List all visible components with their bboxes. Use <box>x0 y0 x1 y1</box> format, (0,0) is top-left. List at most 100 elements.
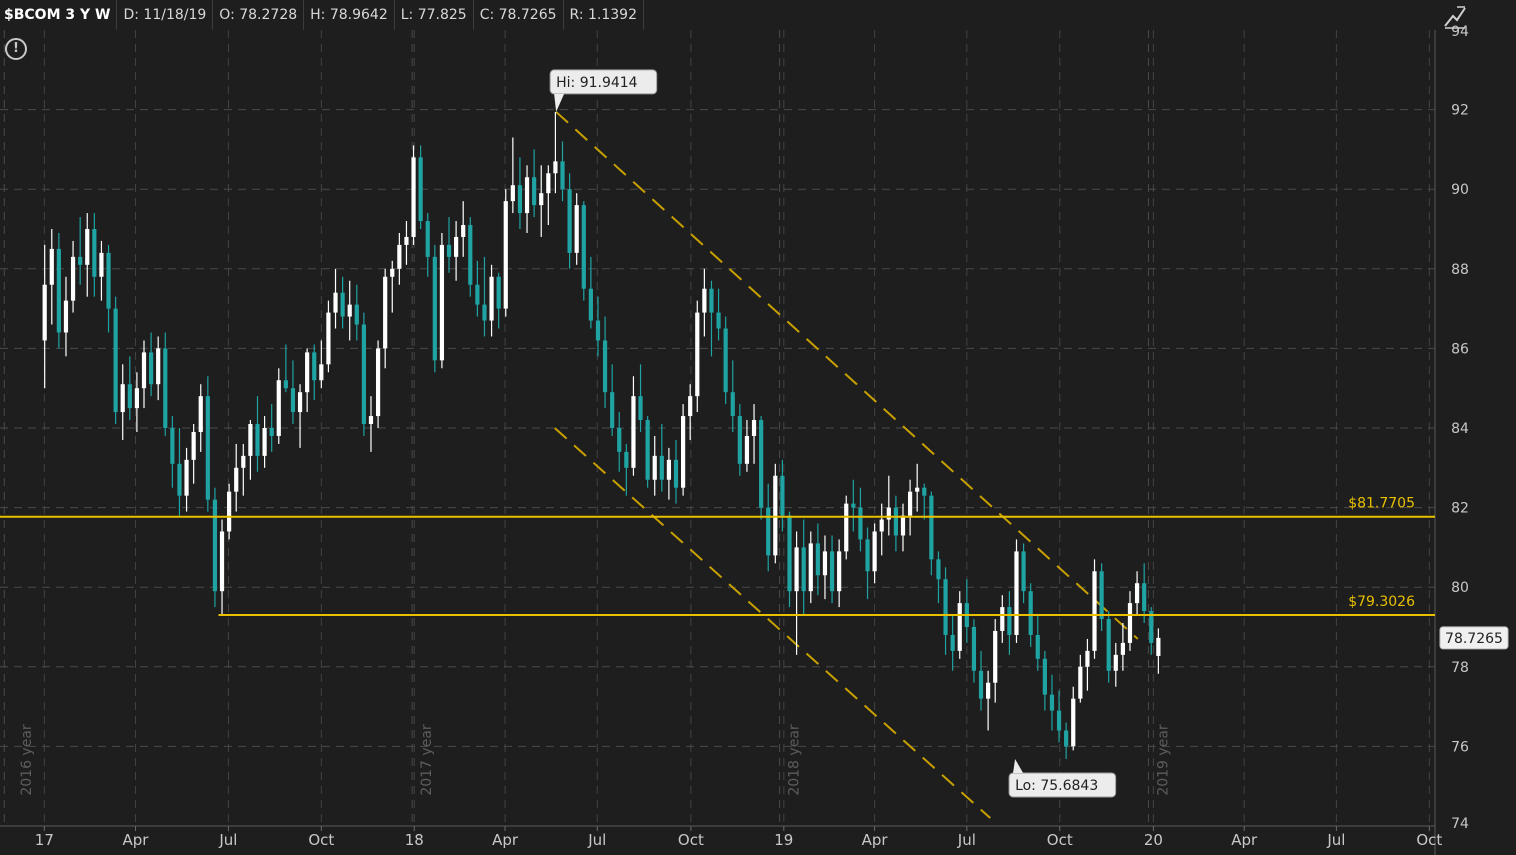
candle-body <box>936 559 941 580</box>
candle-body <box>986 682 991 699</box>
close-value: C: 78.7265 <box>474 0 564 30</box>
candle-body <box>148 352 154 385</box>
y-tick-label: 82 <box>1451 501 1469 517</box>
candle-body <box>666 459 672 480</box>
candle-body <box>1106 619 1111 671</box>
candle-body <box>971 627 977 671</box>
candle-body <box>957 603 962 651</box>
candle-body <box>815 543 820 576</box>
candle-body <box>312 352 317 381</box>
y-tick-label: 90 <box>1451 182 1469 198</box>
candle-body <box>893 507 898 536</box>
candle-body <box>191 431 196 460</box>
candle-body <box>645 420 650 480</box>
candle-body <box>1014 551 1019 635</box>
candle-body <box>361 324 366 425</box>
candle-body <box>85 229 90 265</box>
candle-body <box>680 416 686 488</box>
x-tick-label: Apr <box>862 831 889 849</box>
candle-body <box>560 161 565 190</box>
candle-body <box>1056 710 1062 731</box>
candle-body <box>375 348 381 417</box>
x-tick-label: Jul <box>1326 831 1345 849</box>
candle-body <box>517 185 523 214</box>
candle-body <box>319 364 324 381</box>
candle-body <box>702 288 707 313</box>
annotation-box <box>1008 772 1117 798</box>
high-value: H: 78.9642 <box>304 0 395 30</box>
candle-body <box>425 221 430 257</box>
candle-body <box>1092 571 1097 651</box>
candle-body <box>411 157 416 237</box>
candle-body <box>106 252 111 309</box>
candle-body <box>354 304 359 325</box>
x-tick-label: Oct <box>1416 831 1442 849</box>
candle-body <box>602 340 608 393</box>
candle-body <box>120 384 125 413</box>
candle-body <box>539 193 544 206</box>
candle-body <box>92 229 97 277</box>
candle-body <box>709 288 714 313</box>
candle-body <box>794 547 799 592</box>
drawing-tool-icon[interactable] <box>1442 4 1468 30</box>
candle-body <box>844 503 849 552</box>
annotation-box <box>549 69 658 95</box>
candle-body <box>489 276 494 321</box>
annotation-pointer <box>554 93 565 112</box>
x-tick-label: Apr <box>1231 831 1258 849</box>
candle-body <box>184 459 189 496</box>
low-value: L: 77.825 <box>395 0 474 30</box>
candle-body <box>255 424 260 456</box>
candle-body <box>99 252 104 277</box>
candle-body <box>1021 551 1026 592</box>
candle-body <box>922 487 927 496</box>
candle-body <box>404 236 409 245</box>
candle-body <box>829 551 835 592</box>
candle-body <box>163 348 168 428</box>
candle-body <box>695 312 700 397</box>
candle-body <box>234 467 239 492</box>
candle-body <box>659 455 664 480</box>
x-tick-label: 19 <box>774 831 793 849</box>
x-tick-label: 20 <box>1144 831 1163 849</box>
candle-body <box>1156 637 1161 656</box>
candle-body <box>368 416 374 425</box>
candle-body <box>1078 666 1083 699</box>
symbol-label[interactable]: $BCOM 3 Y W <box>0 0 118 30</box>
x-tick-label: Oct <box>678 831 704 849</box>
range-value: R: 1.1392 <box>564 0 644 30</box>
candle-body <box>170 428 175 464</box>
candle-body <box>822 551 828 576</box>
candle-body <box>723 328 728 393</box>
candle-body <box>588 288 593 321</box>
candle-body <box>617 428 622 452</box>
y-tick-label: 84 <box>1451 421 1469 437</box>
candle-body <box>468 225 473 285</box>
candle-body <box>475 284 480 305</box>
candle-body <box>1085 650 1090 667</box>
candle-body <box>801 547 806 592</box>
candle-body <box>638 396 643 421</box>
annotation-label: Lo: 75.6843 <box>1015 778 1098 794</box>
annotation-pointer <box>1013 758 1024 773</box>
candle-body <box>326 312 331 365</box>
date-value: D: 11/18/19 <box>117 0 214 30</box>
candle-body <box>581 205 586 289</box>
candle-body <box>212 499 218 592</box>
candle-body <box>63 300 69 333</box>
candle-body <box>340 292 345 317</box>
candle-body <box>1000 607 1005 631</box>
candle-body <box>851 503 856 508</box>
y-tick-label: 80 <box>1451 580 1469 596</box>
candle-body <box>730 392 735 417</box>
candle-body <box>744 435 750 464</box>
candle-body <box>929 495 934 560</box>
candle-body <box>127 384 132 409</box>
alert-circle-icon[interactable]: ! <box>5 38 27 60</box>
candle-body <box>205 396 210 500</box>
candle-body <box>553 161 558 174</box>
candle-body <box>1042 658 1047 695</box>
candle-body <box>879 519 884 532</box>
candle-body <box>688 396 693 417</box>
